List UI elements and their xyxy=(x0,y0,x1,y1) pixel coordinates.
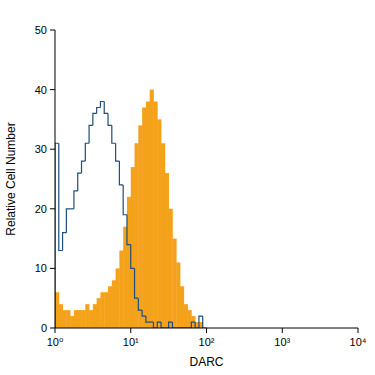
y-tick xyxy=(50,149,55,150)
x-tick-label: 10⁴ xyxy=(350,336,367,348)
histogram-bar xyxy=(165,173,169,328)
histogram-bar xyxy=(74,310,78,328)
y-axis-line xyxy=(55,30,56,328)
x-tick xyxy=(55,328,56,333)
histogram-bar xyxy=(78,310,82,328)
histogram-bar xyxy=(157,119,161,328)
histogram-step xyxy=(123,185,127,215)
histogram-bar xyxy=(82,310,86,328)
histogram-bar xyxy=(146,102,150,328)
histogram-step xyxy=(119,161,123,185)
histogram-step xyxy=(63,233,67,251)
histogram-bar xyxy=(104,292,108,328)
histogram-bar xyxy=(161,143,165,328)
y-tick-label: 50 xyxy=(35,24,47,36)
histogram-step xyxy=(78,173,82,191)
histogram-bar xyxy=(180,286,184,328)
x-tick xyxy=(282,328,283,333)
y-tick xyxy=(50,208,55,209)
histogram-step xyxy=(146,316,150,322)
chart: 0 10 20 30 40 50 10⁰ 10¹ 10² 10³ 10⁴ DARC Relative C… xyxy=(0,0,375,375)
histogram-bar xyxy=(100,292,104,328)
histogram-bar xyxy=(85,304,89,328)
y-tick xyxy=(50,30,55,31)
y-tick xyxy=(50,328,55,329)
data-layer xyxy=(55,90,207,328)
histogram-step xyxy=(82,161,86,173)
histogram-step xyxy=(161,322,165,328)
x-tick xyxy=(130,328,131,333)
histogram-bar xyxy=(116,268,120,328)
histogram-step xyxy=(116,143,120,161)
histogram-bar xyxy=(142,107,146,328)
histogram-bar xyxy=(169,209,173,328)
x-tick-label: 10³ xyxy=(274,336,290,348)
histogram-bar xyxy=(55,292,59,328)
histogram-step xyxy=(112,125,116,143)
histogram-step xyxy=(74,191,78,209)
histogram-bar xyxy=(153,102,157,328)
histogram-step xyxy=(172,322,176,328)
histogram-bar xyxy=(131,167,135,328)
histogram-bar xyxy=(138,125,142,328)
x-tick xyxy=(358,328,359,333)
histogram-bar xyxy=(108,286,112,328)
y-axis-label: Relative Cell Number xyxy=(4,122,18,235)
histogram-bar xyxy=(59,304,63,328)
histogram-step xyxy=(89,125,93,143)
histogram-step xyxy=(93,113,97,125)
histogram-step xyxy=(127,215,131,245)
histogram-step xyxy=(108,113,112,125)
y-tick xyxy=(50,268,55,269)
histogram-step xyxy=(135,268,139,298)
histogram-bar xyxy=(184,304,188,328)
x-tick-label: 10⁰ xyxy=(47,336,64,348)
x-tick-label: 10¹ xyxy=(123,336,139,348)
histogram-step xyxy=(203,316,207,328)
histogram-step xyxy=(97,107,101,113)
y-tick xyxy=(50,89,55,90)
histogram-bar xyxy=(93,304,97,328)
histogram-bar xyxy=(176,262,180,328)
y-tick-label: 10 xyxy=(35,262,47,274)
histogram-bar xyxy=(63,310,67,328)
y-tick-label: 40 xyxy=(35,84,47,96)
histogram-bar xyxy=(89,310,93,328)
histogram-step xyxy=(66,209,70,233)
y-tick-label: 30 xyxy=(35,143,47,155)
histogram-bar xyxy=(70,316,74,328)
histogram-step xyxy=(138,298,142,310)
histogram-step xyxy=(104,102,108,114)
x-axis-label: DARC xyxy=(189,355,223,369)
y-tick-label: 20 xyxy=(35,203,47,215)
x-tick-label: 10² xyxy=(199,336,215,348)
histogram-bar xyxy=(112,280,116,328)
histogram-bar xyxy=(150,90,154,328)
histogram-step xyxy=(131,245,135,269)
histogram-bar xyxy=(97,298,101,328)
histogram-bar xyxy=(66,310,70,328)
histogram-bar xyxy=(172,239,176,328)
x-tick xyxy=(206,328,207,333)
histogram-step xyxy=(85,143,89,161)
histogram-step xyxy=(142,310,146,316)
histogram-bar xyxy=(119,251,123,328)
y-tick-label: 0 xyxy=(41,322,47,334)
